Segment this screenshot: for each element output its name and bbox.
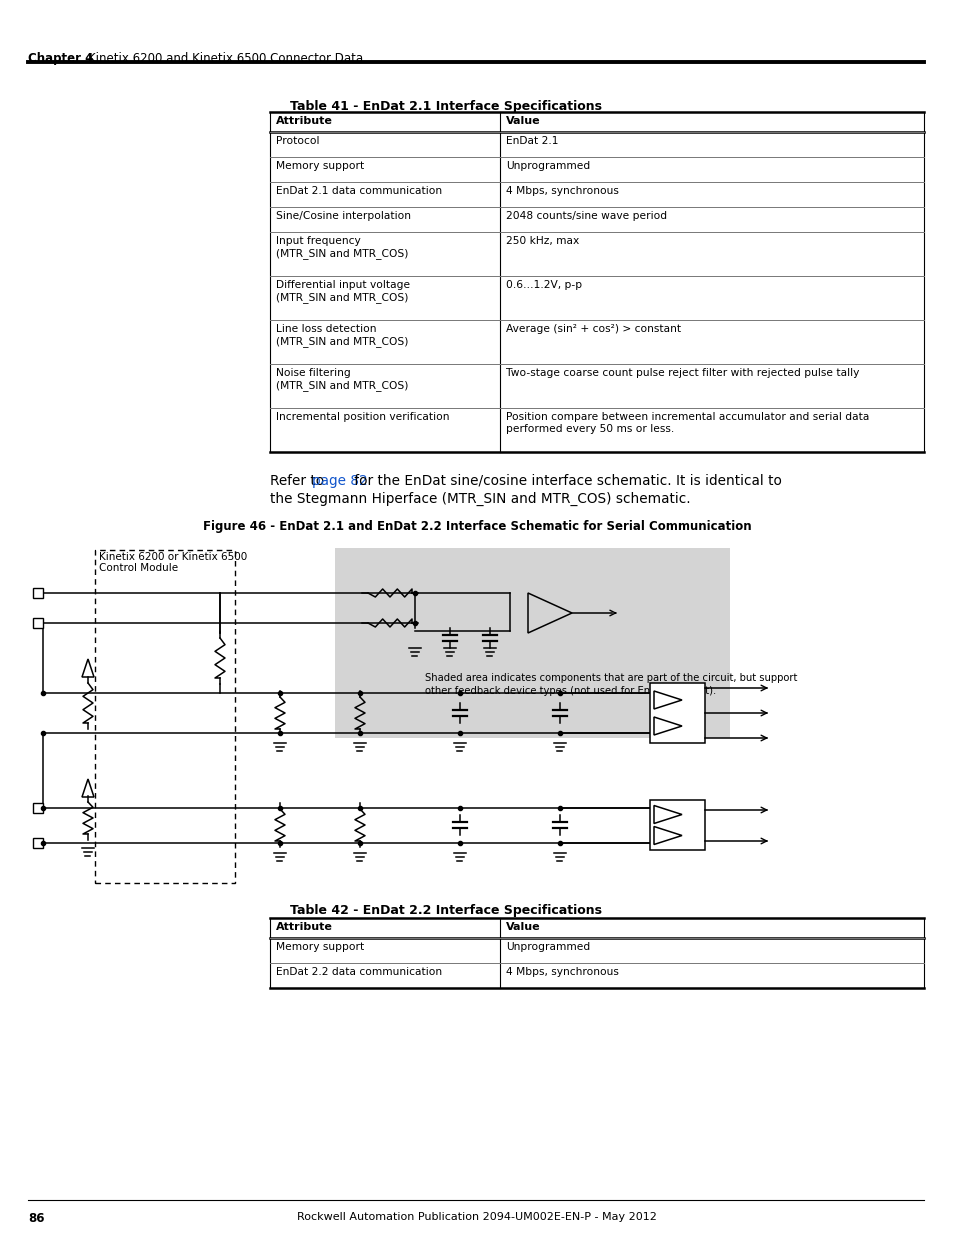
Bar [95,550,234,883]
Text: Rockwell Automation Publication 2094-UM002E-EN-P - May 2012: Rockwell Automation Publication 2094-UM0… [296,1212,657,1221]
Text: Differential input voltage
(MTR_SIN and MTR_COS): Differential input voltage (MTR_SIN and … [275,280,410,303]
Text: 86: 86 [28,1212,45,1225]
Text: Average (sin² + cos²) > constant: Average (sin² + cos²) > constant [505,324,680,333]
Bar [33,803,43,813]
Text: Two-stage coarse count pulse reject filter with rejected pulse tally: Two-stage coarse count pulse reject filt… [505,368,859,378]
Text: Table 41 - EnDat 2.1 Interface Specifications: Table 41 - EnDat 2.1 Interface Specifica… [290,100,601,112]
Text: 250 kHz, max: 250 kHz, max [505,236,578,246]
Text: Position compare between incremental accumulator and serial data
performed every: Position compare between incremental acc… [505,412,868,433]
Text: other feedback device types (not used for EnDat support).: other feedback device types (not used fo… [424,685,716,697]
Bar [649,800,704,850]
Text: for the EnDat sine/cosine interface schematic. It is identical to: for the EnDat sine/cosine interface sche… [350,474,781,488]
Text: Attribute: Attribute [275,923,333,932]
Text: Input frequency
(MTR_SIN and MTR_COS): Input frequency (MTR_SIN and MTR_COS) [275,236,408,258]
Text: Noise filtering
(MTR_SIN and MTR_COS): Noise filtering (MTR_SIN and MTR_COS) [275,368,408,390]
Text: Value: Value [505,116,540,126]
Text: Memory support: Memory support [275,161,364,170]
Text: Figure 46 - EnDat 2.1 and EnDat 2.2 Interface Schematic for Serial Communication: Figure 46 - EnDat 2.1 and EnDat 2.2 Inte… [202,520,751,534]
Text: Table 42 - EnDat 2.2 Interface Specifications: Table 42 - EnDat 2.2 Interface Specifica… [290,904,601,918]
Text: EnDat 2.1 data communication: EnDat 2.1 data communication [275,186,441,196]
Text: EnDat 2.1: EnDat 2.1 [505,136,558,146]
Bar [335,548,729,739]
Text: the Stegmann Hiperface (MTR_SIN and MTR_COS) schematic.: the Stegmann Hiperface (MTR_SIN and MTR_… [270,492,690,506]
Text: 0.6…1.2V, p-p: 0.6…1.2V, p-p [505,280,581,290]
Text: Protocol: Protocol [275,136,319,146]
Bar [649,683,704,743]
Text: Memory support: Memory support [275,942,364,952]
Text: Refer to: Refer to [270,474,328,488]
Text: page 82: page 82 [312,474,367,488]
Text: Kinetix 6200 and Kinetix 6500 Connector Data: Kinetix 6200 and Kinetix 6500 Connector … [88,52,363,65]
Text: Line loss detection
(MTR_SIN and MTR_COS): Line loss detection (MTR_SIN and MTR_COS… [275,324,408,347]
Bar [33,618,43,629]
Text: Shaded area indicates components that are part of the circuit, but support: Shaded area indicates components that ar… [424,673,797,683]
Text: 4 Mbps, synchronous: 4 Mbps, synchronous [505,967,618,977]
Text: Unprogrammed: Unprogrammed [505,161,590,170]
Text: Value: Value [505,923,540,932]
Text: EnDat 2.2 data communication: EnDat 2.2 data communication [275,967,441,977]
Text: Control Module: Control Module [99,563,178,573]
Bar [33,839,43,848]
Text: Incremental position verification: Incremental position verification [275,412,449,422]
Text: 2048 counts/sine wave period: 2048 counts/sine wave period [505,211,666,221]
Text: Unprogrammed: Unprogrammed [505,942,590,952]
Text: Chapter 4: Chapter 4 [28,52,93,65]
Text: Kinetix 6200 or Kinetix 6500: Kinetix 6200 or Kinetix 6500 [99,552,247,562]
Text: Sine/Cosine interpolation: Sine/Cosine interpolation [275,211,411,221]
Bar [33,588,43,598]
Text: 4 Mbps, synchronous: 4 Mbps, synchronous [505,186,618,196]
Text: Attribute: Attribute [275,116,333,126]
